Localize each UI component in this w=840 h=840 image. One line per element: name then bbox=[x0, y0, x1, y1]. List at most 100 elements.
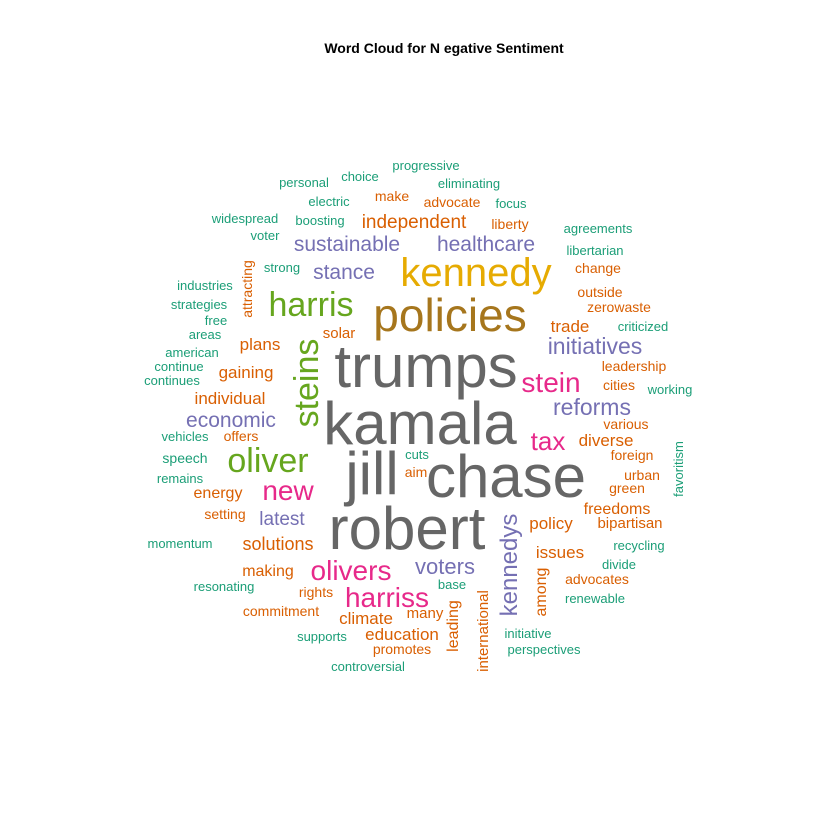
word-tax: tax bbox=[531, 426, 566, 456]
word-zerowaste: zerowaste bbox=[587, 299, 651, 315]
word-freedoms: freedoms bbox=[584, 501, 651, 518]
word-independent: independent bbox=[362, 212, 467, 233]
word-oliver: oliver bbox=[227, 442, 308, 480]
word-libertarian: libertarian bbox=[566, 243, 623, 258]
word-bipartisan: bipartisan bbox=[597, 515, 662, 532]
word-supports: supports bbox=[297, 629, 347, 644]
word-new: new bbox=[262, 475, 314, 506]
word-olivers: olivers bbox=[311, 555, 392, 586]
chart-title: Word Cloud for N egative Sentiment bbox=[324, 40, 564, 56]
word-electric: electric bbox=[308, 194, 350, 209]
word-base: base bbox=[438, 577, 466, 592]
word-offers: offers bbox=[224, 428, 259, 444]
word-trumps: trumps bbox=[334, 333, 517, 400]
word-cuts: cuts bbox=[405, 447, 429, 462]
word-strong: strong bbox=[264, 260, 300, 275]
word-working: working bbox=[647, 382, 693, 397]
word-attracting: attracting bbox=[239, 260, 255, 318]
word-widespread: widespread bbox=[211, 211, 279, 226]
word-voter: voter bbox=[251, 228, 281, 243]
word-setting: setting bbox=[204, 506, 245, 522]
word-plans: plans bbox=[240, 335, 281, 354]
word-international: international bbox=[475, 590, 492, 672]
word-advocates: advocates bbox=[565, 571, 629, 587]
word-stein: stein bbox=[521, 367, 580, 398]
word-strategies: strategies bbox=[171, 297, 228, 312]
word-focus: focus bbox=[495, 196, 527, 211]
word-foreign: foreign bbox=[611, 447, 654, 463]
word-harriss: harriss bbox=[345, 582, 429, 613]
word-favoritism: favoritism bbox=[671, 441, 686, 497]
word-gaining: gaining bbox=[219, 363, 274, 382]
word-robert: robert bbox=[329, 495, 486, 562]
word-urban: urban bbox=[624, 467, 660, 483]
word-progressive: progressive bbox=[392, 158, 459, 173]
word-issues: issues bbox=[536, 543, 584, 562]
word-areas: areas bbox=[189, 327, 222, 342]
word-chase: chase bbox=[426, 443, 586, 510]
word-climate: climate bbox=[339, 609, 393, 628]
word-continue: continue bbox=[154, 359, 203, 374]
word-harris: harris bbox=[268, 286, 353, 324]
word-agreements: agreements bbox=[564, 221, 633, 236]
word-trade: trade bbox=[551, 317, 590, 336]
word-remains: remains bbox=[157, 471, 204, 486]
word-sustainable: sustainable bbox=[294, 233, 400, 256]
word-reforms: reforms bbox=[553, 394, 631, 420]
word-divide: divide bbox=[602, 557, 636, 572]
word-speech: speech bbox=[162, 450, 207, 466]
word-energy: energy bbox=[194, 485, 243, 502]
word-cities: cities bbox=[603, 377, 635, 393]
word-education: education bbox=[365, 625, 439, 644]
word-diverse: diverse bbox=[579, 431, 634, 450]
word-recycling: recycling bbox=[613, 538, 664, 553]
word-solutions: solutions bbox=[242, 534, 313, 554]
word-aim: aim bbox=[405, 464, 428, 480]
word-eliminating: eliminating bbox=[438, 176, 500, 191]
word-initiatives: initiatives bbox=[548, 333, 643, 359]
word-healthcare: healthcare bbox=[437, 233, 535, 256]
word-solar: solar bbox=[323, 325, 356, 342]
word-american: american bbox=[165, 345, 218, 360]
word-rights: rights bbox=[299, 584, 333, 600]
word-latest: latest bbox=[259, 509, 305, 530]
word-leading: leading bbox=[445, 600, 462, 652]
word-economic: economic bbox=[186, 409, 276, 432]
word-various: various bbox=[603, 416, 648, 432]
word-renewable: renewable bbox=[565, 591, 625, 606]
word-advocate: advocate bbox=[424, 194, 481, 210]
word-policy: policy bbox=[529, 514, 573, 533]
word-promotes: promotes bbox=[373, 641, 431, 657]
word-green: green bbox=[609, 480, 645, 496]
word-continues: continues bbox=[144, 373, 200, 388]
word-jill: jill bbox=[343, 440, 398, 507]
word-kamala: kamala bbox=[323, 390, 517, 457]
word-kennedys: kennedys bbox=[496, 514, 523, 617]
word-change: change bbox=[575, 260, 621, 276]
word-leadership: leadership bbox=[602, 358, 667, 374]
word-steins: steins bbox=[288, 339, 326, 428]
word-resonating: resonating bbox=[194, 579, 255, 594]
word-personal: personal bbox=[279, 175, 329, 190]
word-make: make bbox=[375, 188, 409, 204]
word-commitment: commitment bbox=[243, 603, 319, 619]
word-policies: policies bbox=[373, 289, 526, 341]
word-liberty: liberty bbox=[491, 216, 528, 232]
word-momentum: momentum bbox=[147, 536, 212, 551]
word-kennedy: kennedy bbox=[400, 251, 551, 295]
word-individual: individual bbox=[195, 389, 266, 408]
word-choice: choice bbox=[341, 169, 379, 184]
word-many: many bbox=[407, 605, 444, 622]
word-boosting: boosting bbox=[295, 213, 344, 228]
word-controversial: controversial bbox=[331, 659, 405, 674]
word-free: free bbox=[205, 313, 227, 328]
word-among: among bbox=[533, 568, 550, 617]
word-stance: stance bbox=[313, 261, 375, 284]
word-perspectives: perspectives bbox=[508, 642, 581, 657]
word-voters: voters bbox=[415, 554, 475, 579]
word-initiative: initiative bbox=[505, 626, 552, 641]
word-making: making bbox=[242, 563, 294, 580]
word-criticized: criticized bbox=[618, 319, 669, 334]
word-industries: industries bbox=[177, 278, 233, 293]
